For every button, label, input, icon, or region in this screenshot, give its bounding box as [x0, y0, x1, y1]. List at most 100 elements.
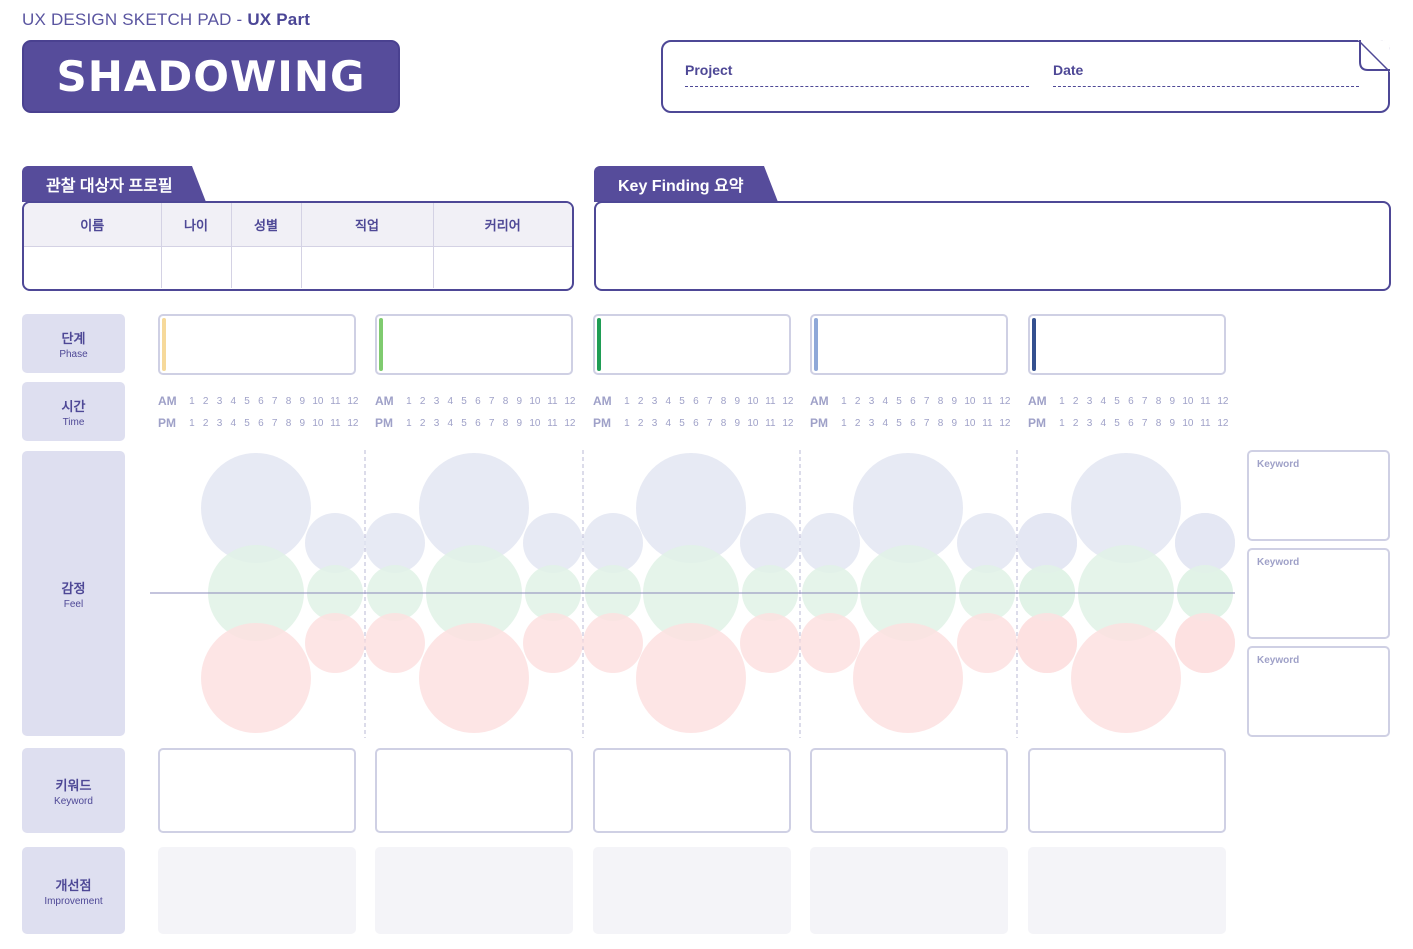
hour-mark[interactable]: 7	[1141, 417, 1148, 429]
positive-big-circle[interactable]	[419, 453, 529, 563]
hour-mark[interactable]: 3	[651, 417, 658, 429]
hour-mark[interactable]: 11	[765, 395, 776, 407]
hour-mark[interactable]: 5	[244, 395, 250, 407]
hour-mark[interactable]: 2	[202, 395, 209, 407]
positive-big-circle[interactable]	[201, 453, 311, 563]
hour-mark[interactable]: 5	[244, 417, 250, 429]
hour-mark[interactable]: 5	[896, 395, 902, 407]
hour-mark[interactable]: 2	[637, 417, 644, 429]
hour-mark[interactable]: 6	[693, 417, 699, 429]
hour-mark[interactable]: 7	[706, 417, 713, 429]
hour-mark[interactable]: 11	[765, 417, 776, 429]
hour-mark[interactable]: 2	[854, 395, 861, 407]
hour-mark[interactable]: 7	[271, 417, 278, 429]
hour-mark[interactable]: 12	[347, 395, 359, 407]
hour-mark[interactable]: 6	[475, 395, 481, 407]
hour-mark[interactable]: 4	[447, 417, 454, 429]
hour-mark[interactable]: 9	[951, 417, 958, 429]
negative-small-circle[interactable]	[740, 613, 800, 673]
side-keyword-box-2[interactable]: Keyword	[1247, 548, 1390, 639]
hour-mark[interactable]: 1	[189, 417, 195, 429]
hour-mark[interactable]: 8	[285, 417, 292, 429]
hour-mark[interactable]: 9	[1169, 417, 1176, 429]
negative-small-circle[interactable]	[583, 613, 643, 673]
hour-mark[interactable]: 12	[999, 417, 1011, 429]
hour-mark[interactable]: 3	[433, 417, 440, 429]
positive-small-circle[interactable]	[740, 513, 800, 573]
hour-mark[interactable]: 11	[330, 395, 341, 407]
positive-small-circle[interactable]	[523, 513, 583, 573]
hour-mark[interactable]: 11	[547, 417, 558, 429]
side-keyword-box-3[interactable]: Keyword	[1247, 646, 1390, 737]
hour-mark[interactable]: 11	[547, 395, 558, 407]
improvement-box-1[interactable]	[158, 847, 356, 934]
hour-mark[interactable]: 11	[1200, 395, 1211, 407]
hour-mark[interactable]: 8	[937, 395, 944, 407]
negative-big-circle[interactable]	[1071, 623, 1181, 733]
positive-big-circle[interactable]	[1071, 453, 1181, 563]
hour-mark[interactable]: 8	[1155, 395, 1162, 407]
hour-mark[interactable]: 1	[841, 417, 847, 429]
hour-mark[interactable]: 4	[1100, 395, 1107, 407]
hour-mark[interactable]: 6	[258, 395, 264, 407]
hour-mark[interactable]: 3	[433, 395, 440, 407]
hour-mark[interactable]: 4	[447, 395, 454, 407]
hour-mark[interactable]: 10	[1182, 417, 1194, 429]
improvement-box-5[interactable]	[1028, 847, 1226, 934]
hour-mark[interactable]: 7	[923, 417, 930, 429]
negative-big-circle[interactable]	[853, 623, 963, 733]
hour-mark[interactable]: 9	[516, 417, 523, 429]
hour-mark[interactable]: 1	[189, 395, 195, 407]
hour-mark[interactable]: 9	[516, 395, 523, 407]
keyword-box-3[interactable]	[593, 748, 791, 833]
hour-mark[interactable]: 9	[951, 395, 958, 407]
hour-mark[interactable]: 2	[854, 417, 861, 429]
hour-mark[interactable]: 7	[488, 417, 495, 429]
hour-mark[interactable]: 6	[475, 417, 481, 429]
date-field[interactable]	[1053, 86, 1359, 87]
hour-mark[interactable]: 5	[1114, 417, 1120, 429]
improvement-box-4[interactable]	[810, 847, 1008, 934]
hour-mark[interactable]: 12	[999, 395, 1011, 407]
hour-mark[interactable]: 9	[734, 417, 741, 429]
hour-mark[interactable]: 11	[982, 417, 993, 429]
keyword-box-1[interactable]	[158, 748, 356, 833]
phase-box-1[interactable]	[158, 314, 356, 375]
hour-mark[interactable]: 5	[461, 417, 467, 429]
positive-small-circle[interactable]	[1175, 513, 1235, 573]
hour-mark[interactable]: 7	[488, 395, 495, 407]
hour-mark[interactable]: 3	[868, 395, 875, 407]
improvement-box-2[interactable]	[375, 847, 573, 934]
hour-mark[interactable]: 11	[1200, 417, 1211, 429]
keyword-box-2[interactable]	[375, 748, 573, 833]
positive-small-circle[interactable]	[583, 513, 643, 573]
hour-mark[interactable]: 12	[564, 395, 576, 407]
hour-mark[interactable]: 8	[720, 395, 727, 407]
hour-mark[interactable]: 8	[502, 395, 509, 407]
profile-cell-age[interactable]	[161, 246, 232, 288]
hour-mark[interactable]: 4	[230, 395, 237, 407]
hour-mark[interactable]: 2	[1072, 395, 1079, 407]
improvement-box-3[interactable]	[593, 847, 791, 934]
hour-mark[interactable]: 8	[502, 417, 509, 429]
profile-cell-gender[interactable]	[231, 246, 302, 288]
negative-small-circle[interactable]	[1175, 613, 1235, 673]
hour-mark[interactable]: 6	[1128, 417, 1134, 429]
hour-mark[interactable]: 1	[624, 417, 630, 429]
positive-big-circle[interactable]	[636, 453, 746, 563]
negative-small-circle[interactable]	[800, 613, 860, 673]
positive-small-circle[interactable]	[305, 513, 365, 573]
keyword-box-5[interactable]	[1028, 748, 1226, 833]
hour-mark[interactable]: 10	[1182, 395, 1194, 407]
negative-big-circle[interactable]	[419, 623, 529, 733]
hour-mark[interactable]: 6	[910, 395, 916, 407]
hour-mark[interactable]: 3	[216, 417, 223, 429]
hour-mark[interactable]: 4	[665, 417, 672, 429]
hour-mark[interactable]: 7	[1141, 395, 1148, 407]
hour-mark[interactable]: 5	[461, 395, 467, 407]
hour-mark[interactable]: 3	[868, 417, 875, 429]
hour-mark[interactable]: 7	[271, 395, 278, 407]
hour-mark[interactable]: 6	[258, 417, 264, 429]
negative-small-circle[interactable]	[365, 613, 425, 673]
hour-mark[interactable]: 2	[419, 417, 426, 429]
